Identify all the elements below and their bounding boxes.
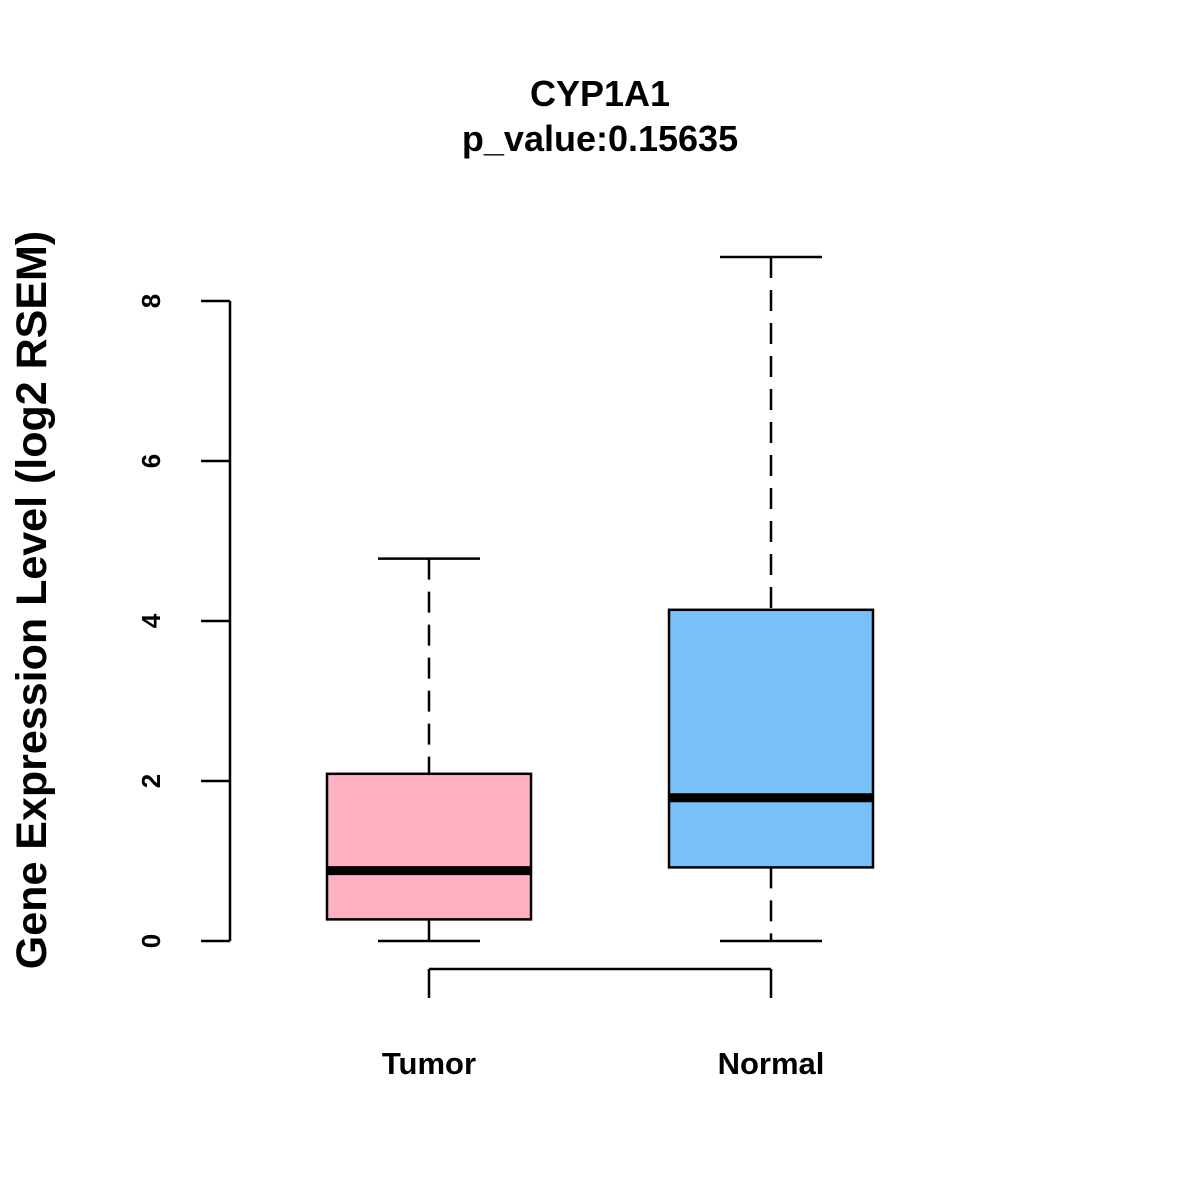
y-tick-label: 4 bbox=[136, 613, 166, 628]
box-normal bbox=[667, 255, 875, 943]
y-tick-label: 8 bbox=[136, 294, 166, 308]
x-tick-label-tumor: Tumor bbox=[382, 1046, 476, 1081]
x-axis: Tumor Normal bbox=[382, 967, 825, 1081]
chart-subtitle: p_value:0.15635 bbox=[462, 118, 738, 159]
y-axis-label: Gene Expression Level (log2 RSEM) bbox=[8, 231, 56, 969]
y-axis: 0 2 4 6 8 bbox=[136, 294, 232, 948]
boxes-group bbox=[325, 255, 875, 943]
iqr-box bbox=[667, 608, 875, 869]
chart-title: CYP1A1 bbox=[530, 73, 670, 114]
iqr-box bbox=[325, 772, 533, 921]
y-tick-label: 2 bbox=[136, 774, 166, 788]
y-tick-label: 6 bbox=[136, 454, 166, 468]
y-tick-label: 0 bbox=[136, 934, 166, 948]
x-tick-label-normal: Normal bbox=[718, 1046, 825, 1081]
box-tumor bbox=[325, 557, 533, 943]
